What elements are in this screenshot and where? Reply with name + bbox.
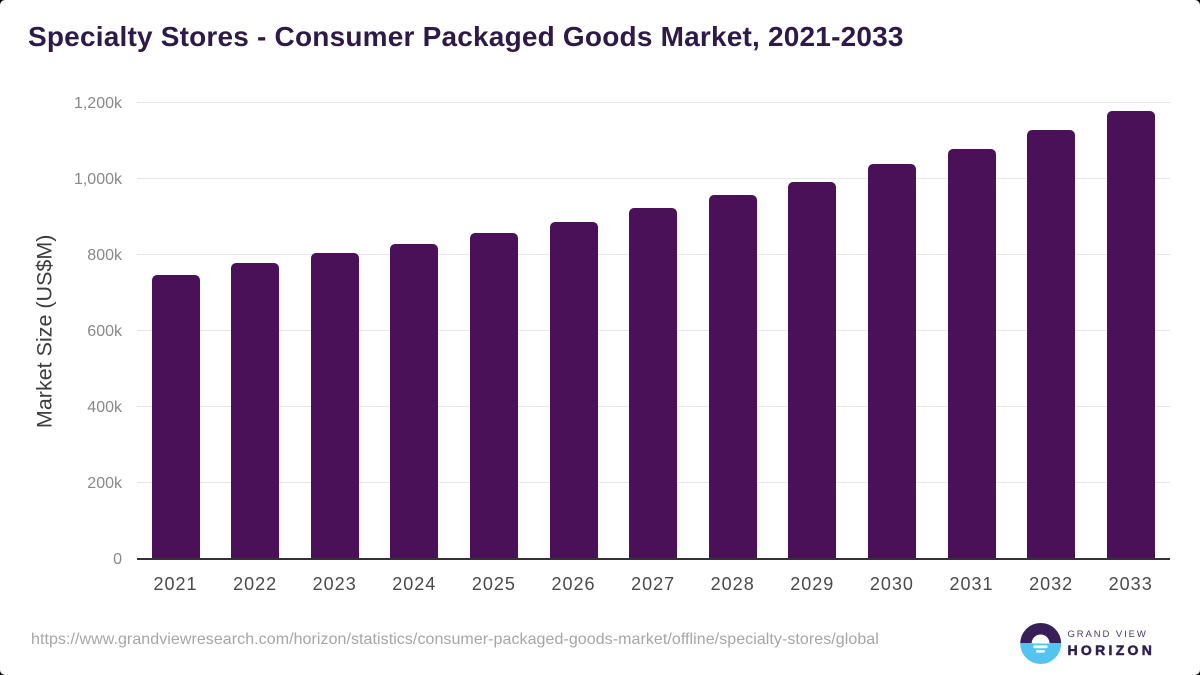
svg-text:HORIZON: HORIZON [1068,642,1156,658]
svg-text:GRAND VIEW: GRAND VIEW [1068,629,1148,640]
